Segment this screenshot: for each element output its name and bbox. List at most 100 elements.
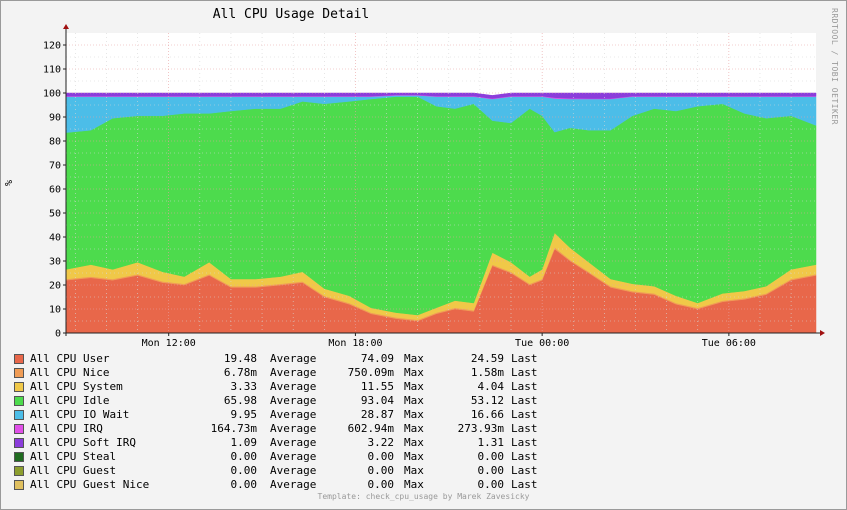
legend-max: 74.09 xyxy=(360,352,394,365)
legend-name: All CPU Soft IRQ xyxy=(30,436,136,449)
y-tick-label: 90 xyxy=(49,113,61,124)
legend-avg: 65.98 xyxy=(223,394,257,407)
legend-name: All CPU Guest Nice xyxy=(30,478,150,491)
legend-stat-label: Max xyxy=(404,436,424,449)
legend-last: 16.66 xyxy=(470,408,504,421)
legend-stat-label: Max xyxy=(404,394,424,407)
legend-stat-label: Average xyxy=(270,450,317,463)
legend-swatch xyxy=(14,396,24,406)
area-all-cpu-soft-irq xyxy=(65,92,817,99)
legend-last: 1.58m xyxy=(470,366,504,379)
y-axis-label: % xyxy=(4,180,15,186)
legend-max: 602.94m xyxy=(347,422,394,435)
y-axis-arrow xyxy=(63,24,69,29)
y-tick-label: 120 xyxy=(43,41,61,52)
legend-avg: 3.33 xyxy=(230,380,258,393)
legend-last: 1.31 xyxy=(477,436,505,449)
legend-stat-label: Max xyxy=(404,352,424,365)
x-tick-label: Tue 06:00 xyxy=(702,338,756,349)
legend-swatch xyxy=(14,424,24,434)
legend-stat-label: Max xyxy=(404,366,424,379)
legend-last: 0.00 xyxy=(477,478,505,491)
legend-last: 0.00 xyxy=(477,464,505,477)
legend-stat-label: Last xyxy=(511,380,538,393)
legend-max: 750.09m xyxy=(347,366,394,379)
legend-name: All CPU Nice xyxy=(30,366,110,379)
legend-avg: 19.48 xyxy=(223,352,257,365)
legend-stat-label: Max xyxy=(404,422,424,435)
legend-max: 0.00 xyxy=(367,464,395,477)
legend-stat-label: Average xyxy=(270,408,317,421)
legend-name: All CPU User xyxy=(30,352,110,365)
legend-stat-label: Max xyxy=(404,450,424,463)
legend-swatch xyxy=(14,438,24,448)
y-tick-label: 20 xyxy=(49,281,61,292)
legend-stat-label: Average xyxy=(270,394,317,407)
legend-stat-label: Last xyxy=(511,478,538,491)
legend-swatch xyxy=(14,466,24,476)
legend-stat-label: Last xyxy=(511,422,538,435)
legend-stat-label: Last xyxy=(511,464,538,477)
legend-stat-label: Average xyxy=(270,380,317,393)
legend-last: 4.04 xyxy=(477,380,505,393)
y-tick-label: 80 xyxy=(49,137,61,148)
legend-stat-label: Max xyxy=(404,380,424,393)
legend-swatch xyxy=(14,368,24,378)
x-tick-label: Mon 12:00 xyxy=(142,338,196,349)
legend-stat-label: Last xyxy=(511,450,538,463)
legend-name: All CPU Steal xyxy=(30,450,117,463)
legend-max: 0.00 xyxy=(367,478,395,491)
legend-stat-label: Average xyxy=(270,352,317,365)
legend-avg: 0.00 xyxy=(230,478,258,491)
y-tick-label: 30 xyxy=(49,257,61,268)
legend-swatch xyxy=(14,410,24,420)
legend-stat-label: Max xyxy=(404,478,424,491)
legend-avg: 9.95 xyxy=(230,408,258,421)
y-tick-label: 50 xyxy=(49,209,61,220)
legend-max: 28.87 xyxy=(360,408,394,421)
legend-avg: 0.00 xyxy=(230,464,258,477)
legend-stat-label: Max xyxy=(404,408,424,421)
y-tick-label: 70 xyxy=(49,161,61,172)
rrdtool-label: RRDTOOL / TOBI OETIKER xyxy=(830,8,839,125)
legend-avg: 0.00 xyxy=(230,450,258,463)
legend-swatch xyxy=(14,452,24,462)
y-tick-label: 40 xyxy=(49,233,61,244)
y-tick-label: 10 xyxy=(49,305,61,316)
x-tick-label: Tue 00:00 xyxy=(515,338,569,349)
x-tick-label: Mon 18:00 xyxy=(328,338,382,349)
legend-stat-label: Last xyxy=(511,436,538,449)
y-tick-label: 100 xyxy=(43,89,61,100)
legend-stat-label: Average xyxy=(270,464,317,477)
y-tick-label: 0 xyxy=(55,329,61,340)
legend-stat-label: Average xyxy=(270,422,317,435)
chart-title: All CPU Usage Detail xyxy=(213,7,370,22)
legend-name: All CPU Idle xyxy=(30,394,110,407)
legend-swatch xyxy=(14,480,24,490)
legend-max: 0.00 xyxy=(367,450,395,463)
legend-name: All CPU System xyxy=(30,380,123,393)
legend-stat-label: Last xyxy=(511,366,538,379)
grid-layer xyxy=(66,33,816,333)
legend-last: 53.12 xyxy=(470,394,504,407)
x-axis-arrow xyxy=(820,330,825,336)
legend-name: All CPU IRQ xyxy=(30,422,103,435)
legend-avg: 164.73m xyxy=(210,422,257,435)
legend-stat-label: Last xyxy=(511,408,538,421)
legend-swatch xyxy=(14,354,24,364)
legend-avg: 1.09 xyxy=(230,436,258,449)
legend-swatch xyxy=(14,382,24,392)
legend-stat-label: Average xyxy=(270,436,317,449)
legend-avg: 6.78m xyxy=(223,366,257,379)
legend-last: 24.59 xyxy=(470,352,504,365)
legend-stat-label: Last xyxy=(511,352,538,365)
y-tick-label: 60 xyxy=(49,185,61,196)
legend-stat-label: Average xyxy=(270,366,317,379)
legend-stat-label: Last xyxy=(511,394,538,407)
legend-max: 3.22 xyxy=(367,436,395,449)
template-note: Template: check_cpu_usage by Marek Zaves… xyxy=(317,492,530,501)
legend-name: All CPU Guest xyxy=(30,464,117,477)
legend-stat-label: Average xyxy=(270,478,317,491)
y-tick-label: 110 xyxy=(43,65,61,76)
